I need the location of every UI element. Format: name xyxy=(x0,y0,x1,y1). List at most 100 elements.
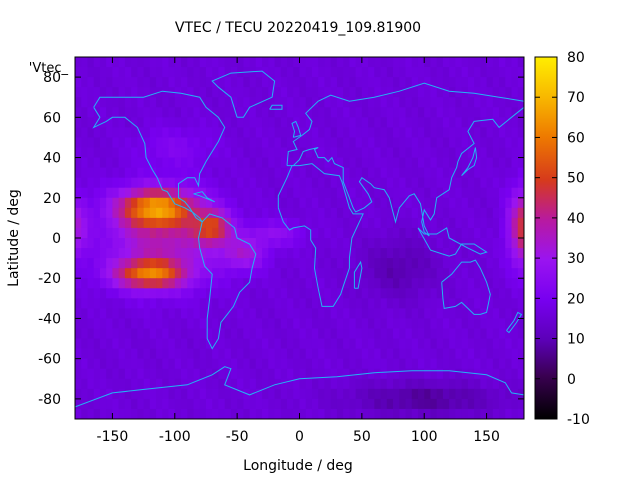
heatmap-cell xyxy=(218,258,226,269)
heatmap-cell xyxy=(143,197,151,209)
heatmap-cell xyxy=(237,328,244,340)
heatmap-cell xyxy=(405,288,413,299)
heatmap-cell xyxy=(75,227,82,239)
heatmap-cell xyxy=(442,137,450,149)
heatmap-cell xyxy=(149,258,157,269)
heatmap-cell xyxy=(262,288,269,299)
heatmap-cell xyxy=(411,187,419,199)
heatmap-cell xyxy=(480,298,488,309)
heatmap-cell xyxy=(137,368,145,380)
heatmap-cell xyxy=(467,368,475,380)
heatmap-cell xyxy=(380,77,388,88)
heatmap-cell xyxy=(118,308,126,320)
heatmap-cell xyxy=(255,197,263,209)
heatmap-cell xyxy=(386,308,394,320)
heatmap-cell xyxy=(343,378,350,390)
heatmap-cell xyxy=(411,197,419,209)
heatmap-cell xyxy=(380,67,388,78)
heatmap-cell xyxy=(243,167,251,179)
heatmap-cell xyxy=(511,207,519,219)
heatmap-cell xyxy=(187,117,195,128)
heatmap-cell xyxy=(106,127,114,139)
heatmap-cell xyxy=(436,97,444,108)
heatmap-cell xyxy=(124,278,132,289)
heatmap-cell xyxy=(299,238,307,249)
heatmap-cell xyxy=(112,167,120,179)
heatmap-cell xyxy=(149,398,157,410)
heatmap-cell xyxy=(205,328,213,340)
heatmap-cell xyxy=(118,107,126,118)
heatmap-cell xyxy=(162,328,170,340)
heatmap-cell xyxy=(81,127,89,139)
heatmap-cell xyxy=(474,217,481,229)
heatmap-cell xyxy=(75,278,82,289)
heatmap-cell xyxy=(336,67,344,78)
heatmap-cell xyxy=(75,328,82,340)
heatmap-cell xyxy=(137,227,145,239)
heatmap-cell xyxy=(205,77,213,88)
heatmap-cell xyxy=(311,157,319,169)
heatmap-cell xyxy=(393,197,400,209)
heatmap-cell xyxy=(399,388,407,400)
heatmap-cell xyxy=(106,278,114,289)
heatmap-cell xyxy=(324,117,332,128)
heatmap-cell xyxy=(168,127,176,139)
heatmap-cell xyxy=(299,248,307,259)
heatmap-cell xyxy=(455,207,463,219)
heatmap-cell xyxy=(380,167,388,179)
heatmap-cell xyxy=(137,258,145,269)
heatmap-cell xyxy=(156,398,163,410)
heatmap-cell xyxy=(81,348,89,360)
heatmap-cell xyxy=(81,217,89,229)
heatmap-cell xyxy=(156,408,163,419)
heatmap-cell xyxy=(243,157,251,169)
heatmap-cell xyxy=(143,157,151,169)
heatmap-cell xyxy=(199,298,207,309)
heatmap-cell xyxy=(212,358,220,370)
heatmap-cell xyxy=(162,117,170,128)
heatmap-cell xyxy=(349,157,357,169)
heatmap-cell xyxy=(311,278,319,289)
heatmap-cell xyxy=(455,318,463,330)
heatmap-cell xyxy=(99,157,107,169)
colorbar-tick-label: 0 xyxy=(567,372,576,388)
heatmap-cell xyxy=(505,258,513,269)
heatmap-cell xyxy=(218,238,226,249)
heatmap-cell xyxy=(274,107,282,118)
heatmap-cell xyxy=(405,67,413,78)
heatmap-cell xyxy=(262,117,269,128)
heatmap-cell xyxy=(449,227,457,239)
heatmap-cell xyxy=(480,147,488,159)
heatmap-cell xyxy=(293,318,301,330)
heatmap-cell xyxy=(492,157,500,169)
heatmap-cell xyxy=(399,67,407,78)
heatmap-cell xyxy=(199,308,207,320)
heatmap-cell xyxy=(505,207,513,219)
heatmap-cell xyxy=(368,217,375,229)
heatmap-cell xyxy=(249,177,257,189)
heatmap-cell xyxy=(162,388,170,400)
heatmap-cell xyxy=(505,67,513,78)
heatmap-cell xyxy=(280,348,288,360)
heatmap-cell xyxy=(131,398,138,410)
x-tick-label: -50 xyxy=(226,429,249,445)
heatmap-cell xyxy=(293,97,301,108)
heatmap-cell xyxy=(156,157,163,169)
heatmap-cell xyxy=(218,217,226,229)
heatmap-cell xyxy=(492,248,500,259)
heatmap-cell xyxy=(336,388,344,400)
heatmap-cell xyxy=(255,87,263,98)
heatmap-cell xyxy=(218,157,226,169)
heatmap-cell xyxy=(93,67,101,78)
heatmap-cell xyxy=(199,127,207,139)
heatmap-cell xyxy=(336,147,344,159)
heatmap-cell xyxy=(249,67,257,78)
heatmap-cell xyxy=(156,137,163,149)
heatmap-cell xyxy=(75,258,82,269)
heatmap-cell xyxy=(499,127,506,139)
heatmap-cell xyxy=(393,127,400,139)
heatmap-cell xyxy=(511,278,519,289)
heatmap-cell xyxy=(505,308,513,320)
heatmap-cell xyxy=(305,137,313,149)
heatmap-cell xyxy=(75,288,82,299)
